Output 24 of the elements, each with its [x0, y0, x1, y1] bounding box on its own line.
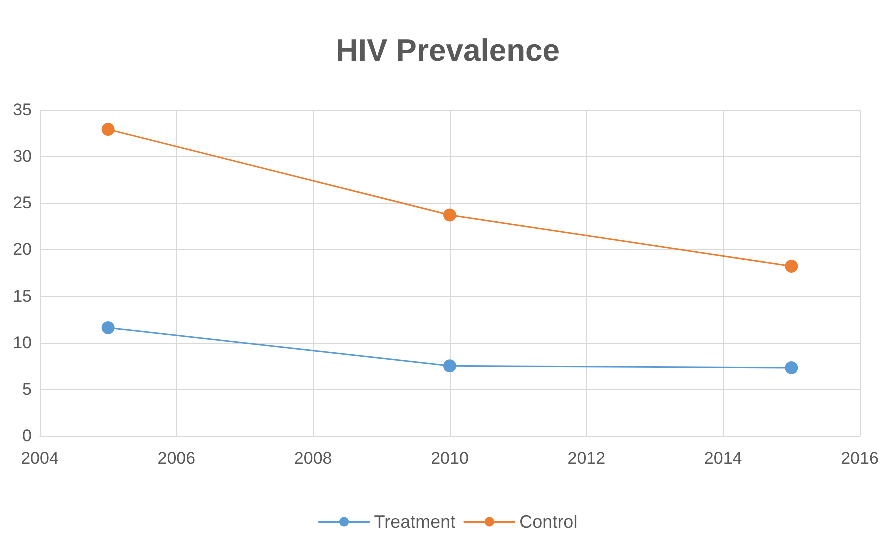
y-tick-label: 25 — [13, 194, 32, 213]
x-tick-label: 2008 — [294, 449, 332, 468]
y-tick-label: 5 — [22, 380, 32, 399]
y-tick-label: 15 — [13, 286, 32, 306]
y-tick-label: 0 — [22, 426, 32, 446]
x-tick-label: 2004 — [21, 449, 59, 468]
point — [102, 321, 115, 334]
legend-label: Treatment — [374, 512, 456, 532]
y-tick-label: 30 — [13, 147, 32, 166]
point — [444, 208, 456, 222]
x-tick-label: 2012 — [568, 449, 606, 468]
x-tick-label: 2016 — [841, 449, 879, 468]
point — [102, 123, 115, 136]
x-tick-label: 2014 — [704, 449, 742, 468]
y-tick-label: 10 — [13, 333, 32, 352]
point — [785, 362, 798, 374]
y-tick-label: 35 — [13, 100, 32, 120]
y-tick-label: 20 — [13, 240, 32, 260]
x-tick-label: 2006 — [158, 449, 196, 468]
point — [785, 260, 798, 273]
point — [444, 360, 456, 373]
legend-label: Control — [520, 512, 578, 532]
chart-title: HIV Prevalence — [336, 33, 560, 68]
x-tick-label: 2010 — [431, 449, 469, 468]
